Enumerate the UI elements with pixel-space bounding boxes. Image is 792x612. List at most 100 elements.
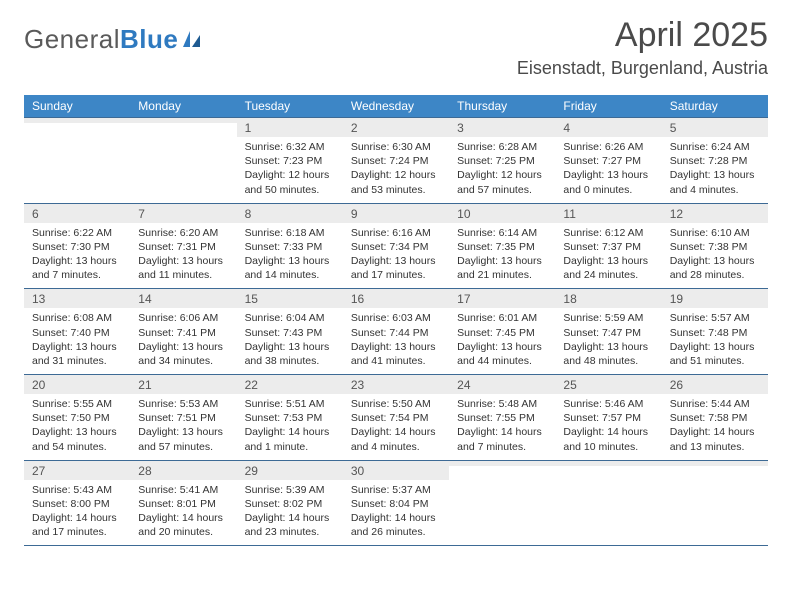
day-cell: 26Sunrise: 5:44 AMSunset: 7:58 PMDayligh… — [662, 374, 768, 460]
day-body: Sunrise: 6:10 AMSunset: 7:38 PMDaylight:… — [662, 223, 768, 289]
sunrise-text: Sunrise: 6:18 AM — [245, 226, 335, 240]
calendar: Sunday Monday Tuesday Wednesday Thursday… — [24, 95, 768, 546]
day-cell — [555, 460, 661, 546]
day-cell — [449, 460, 555, 546]
sunrise-text: Sunrise: 6:28 AM — [457, 140, 547, 154]
day-cell: 20Sunrise: 5:55 AMSunset: 7:50 PMDayligh… — [24, 374, 130, 460]
sunset-text: Sunset: 7:24 PM — [351, 154, 441, 168]
day-body: Sunrise: 5:55 AMSunset: 7:50 PMDaylight:… — [24, 394, 130, 460]
sunrise-text: Sunrise: 5:39 AM — [245, 483, 335, 497]
day-number: 21 — [130, 375, 236, 394]
day-number: 25 — [555, 375, 661, 394]
day-cell: 18Sunrise: 5:59 AMSunset: 7:47 PMDayligh… — [555, 288, 661, 374]
daylight-text: Daylight: 14 hours and 1 minute. — [245, 425, 335, 453]
day-number: 29 — [237, 461, 343, 480]
day-number: 20 — [24, 375, 130, 394]
daylight-text: Daylight: 13 hours and 14 minutes. — [245, 254, 335, 282]
daylight-text: Daylight: 13 hours and 28 minutes. — [670, 254, 760, 282]
day-number: 23 — [343, 375, 449, 394]
daylight-text: Daylight: 13 hours and 24 minutes. — [563, 254, 653, 282]
daylight-text: Daylight: 13 hours and 54 minutes. — [32, 425, 122, 453]
sunset-text: Sunset: 8:02 PM — [245, 497, 335, 511]
dow-row: Sunday Monday Tuesday Wednesday Thursday… — [24, 95, 768, 117]
sunset-text: Sunset: 8:00 PM — [32, 497, 122, 511]
day-body: Sunrise: 6:32 AMSunset: 7:23 PMDaylight:… — [237, 137, 343, 203]
day-cell: 4Sunrise: 6:26 AMSunset: 7:27 PMDaylight… — [555, 117, 661, 203]
day-cell: 23Sunrise: 5:50 AMSunset: 7:54 PMDayligh… — [343, 374, 449, 460]
sunrise-text: Sunrise: 5:51 AM — [245, 397, 335, 411]
sunset-text: Sunset: 7:45 PM — [457, 326, 547, 340]
sunset-text: Sunset: 7:51 PM — [138, 411, 228, 425]
sunset-text: Sunset: 7:40 PM — [32, 326, 122, 340]
daylight-text: Daylight: 13 hours and 38 minutes. — [245, 340, 335, 368]
daylight-text: Daylight: 14 hours and 7 minutes. — [457, 425, 547, 453]
sunrise-text: Sunrise: 6:08 AM — [32, 311, 122, 325]
daylight-text: Daylight: 13 hours and 0 minutes. — [563, 168, 653, 196]
day-body: Sunrise: 6:28 AMSunset: 7:25 PMDaylight:… — [449, 137, 555, 203]
daylight-text: Daylight: 14 hours and 20 minutes. — [138, 511, 228, 539]
day-number: 4 — [555, 118, 661, 137]
day-number: 16 — [343, 289, 449, 308]
sunrise-text: Sunrise: 6:32 AM — [245, 140, 335, 154]
sunset-text: Sunset: 7:41 PM — [138, 326, 228, 340]
sunrise-text: Sunrise: 6:30 AM — [351, 140, 441, 154]
day-number: 28 — [130, 461, 236, 480]
day-cell — [130, 117, 236, 203]
day-number: 2 — [343, 118, 449, 137]
header: GeneralBlue April 2025 Eisenstadt, Burge… — [24, 18, 768, 85]
daylight-text: Daylight: 13 hours and 4 minutes. — [670, 168, 760, 196]
day-cell: 3Sunrise: 6:28 AMSunset: 7:25 PMDaylight… — [449, 117, 555, 203]
sunrise-text: Sunrise: 6:14 AM — [457, 226, 547, 240]
sunrise-text: Sunrise: 5:44 AM — [670, 397, 760, 411]
day-number: 17 — [449, 289, 555, 308]
day-body: Sunrise: 6:06 AMSunset: 7:41 PMDaylight:… — [130, 308, 236, 374]
day-body: Sunrise: 5:50 AMSunset: 7:54 PMDaylight:… — [343, 394, 449, 460]
day-cell: 19Sunrise: 5:57 AMSunset: 7:48 PMDayligh… — [662, 288, 768, 374]
day-cell: 7Sunrise: 6:20 AMSunset: 7:31 PMDaylight… — [130, 203, 236, 289]
sunrise-text: Sunrise: 6:04 AM — [245, 311, 335, 325]
sunrise-text: Sunrise: 5:59 AM — [563, 311, 653, 325]
sunset-text: Sunset: 7:31 PM — [138, 240, 228, 254]
sunset-text: Sunset: 7:28 PM — [670, 154, 760, 168]
day-body: Sunrise: 5:39 AMSunset: 8:02 PMDaylight:… — [237, 480, 343, 546]
daylight-text: Daylight: 13 hours and 34 minutes. — [138, 340, 228, 368]
day-number: 19 — [662, 289, 768, 308]
dow-tuesday: Tuesday — [237, 95, 343, 117]
sunset-text: Sunset: 7:23 PM — [245, 154, 335, 168]
day-cell: 10Sunrise: 6:14 AMSunset: 7:35 PMDayligh… — [449, 203, 555, 289]
day-cell: 21Sunrise: 5:53 AMSunset: 7:51 PMDayligh… — [130, 374, 236, 460]
weeks-container: 1Sunrise: 6:32 AMSunset: 7:23 PMDaylight… — [24, 117, 768, 545]
day-body: Sunrise: 5:51 AMSunset: 7:53 PMDaylight:… — [237, 394, 343, 460]
sunset-text: Sunset: 7:37 PM — [563, 240, 653, 254]
day-cell: 12Sunrise: 6:10 AMSunset: 7:38 PMDayligh… — [662, 203, 768, 289]
day-number: 30 — [343, 461, 449, 480]
day-number: 14 — [130, 289, 236, 308]
day-cell: 27Sunrise: 5:43 AMSunset: 8:00 PMDayligh… — [24, 460, 130, 546]
sunset-text: Sunset: 7:53 PM — [245, 411, 335, 425]
sunset-text: Sunset: 7:33 PM — [245, 240, 335, 254]
sunset-text: Sunset: 7:58 PM — [670, 411, 760, 425]
daylight-text: Daylight: 12 hours and 57 minutes. — [457, 168, 547, 196]
logo: GeneralBlue — [24, 24, 202, 55]
daylight-text: Daylight: 13 hours and 7 minutes. — [32, 254, 122, 282]
day-cell: 2Sunrise: 6:30 AMSunset: 7:24 PMDaylight… — [343, 117, 449, 203]
sunrise-text: Sunrise: 6:22 AM — [32, 226, 122, 240]
daylight-text: Daylight: 14 hours and 26 minutes. — [351, 511, 441, 539]
sunset-text: Sunset: 7:25 PM — [457, 154, 547, 168]
sunset-text: Sunset: 7:47 PM — [563, 326, 653, 340]
daylight-text: Daylight: 12 hours and 50 minutes. — [245, 168, 335, 196]
day-number: 9 — [343, 204, 449, 223]
sunrise-text: Sunrise: 5:50 AM — [351, 397, 441, 411]
day-number: 11 — [555, 204, 661, 223]
day-body: Sunrise: 6:30 AMSunset: 7:24 PMDaylight:… — [343, 137, 449, 203]
day-body: Sunrise: 5:43 AMSunset: 8:00 PMDaylight:… — [24, 480, 130, 546]
sunset-text: Sunset: 8:01 PM — [138, 497, 228, 511]
sunrise-text: Sunrise: 5:48 AM — [457, 397, 547, 411]
sunset-text: Sunset: 7:50 PM — [32, 411, 122, 425]
sunrise-text: Sunrise: 5:46 AM — [563, 397, 653, 411]
daylight-text: Daylight: 13 hours and 11 minutes. — [138, 254, 228, 282]
sunset-text: Sunset: 7:34 PM — [351, 240, 441, 254]
daylight-text: Daylight: 14 hours and 23 minutes. — [245, 511, 335, 539]
day-body: Sunrise: 6:18 AMSunset: 7:33 PMDaylight:… — [237, 223, 343, 289]
day-cell: 24Sunrise: 5:48 AMSunset: 7:55 PMDayligh… — [449, 374, 555, 460]
